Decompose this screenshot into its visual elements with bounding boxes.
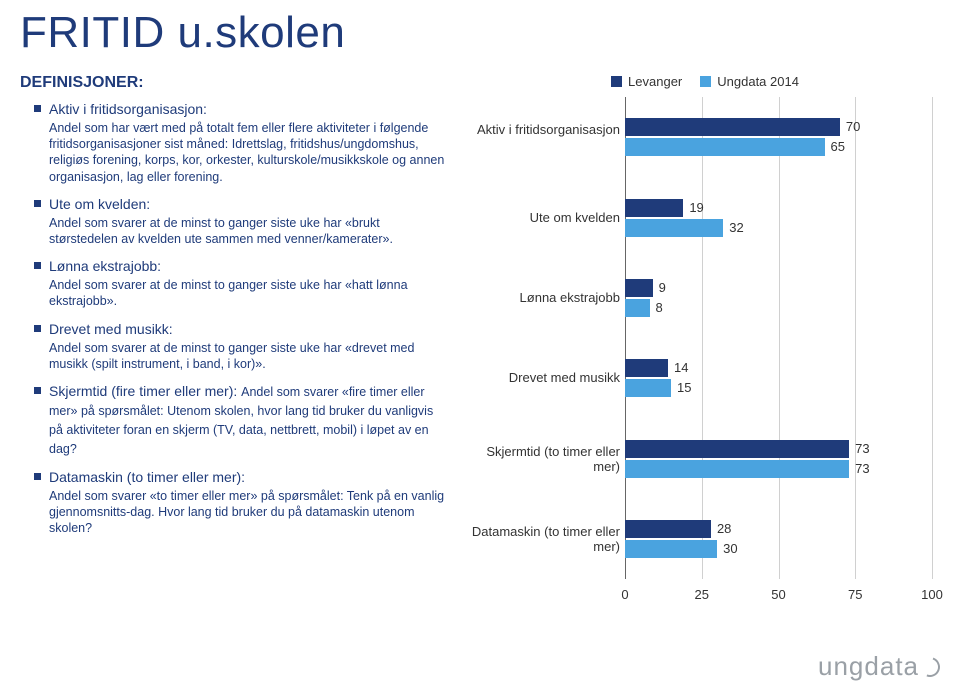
category-label: Skjermtid (to timer eller mer): [470, 444, 620, 475]
definition-term: Aktiv i fritidsorganisasjon:: [49, 100, 207, 119]
bar-value-label: 8: [656, 299, 663, 317]
grid-line: [779, 97, 780, 579]
definition-term: Lønna ekstrajobb:: [49, 257, 161, 276]
bar-value-label: 14: [674, 359, 688, 377]
definition-term: Skjermtid (fire timer eller mer): Andel …: [49, 382, 450, 458]
grid-line: [932, 97, 933, 579]
grid-line: [855, 97, 856, 579]
square-bullet-icon: [34, 200, 41, 207]
definition-item: Ute om kvelden: Andel som svarer at de m…: [34, 195, 450, 247]
bar-value-label: 30: [723, 540, 737, 558]
definition-item: Skjermtid (fire timer eller mer): Andel …: [34, 382, 450, 458]
bar: [625, 359, 668, 377]
bar: [625, 520, 711, 538]
square-bullet-icon: [34, 387, 41, 394]
chart-plot-area: 7065 19 32 9 8 14 15 73 73 28 30: [625, 97, 932, 579]
definitions-panel: DEFINISJONER: Aktiv i fritidsorganisasjo…: [20, 74, 450, 607]
bar: [625, 299, 650, 317]
chart-legend: Levanger Ungdata 2014: [470, 74, 940, 89]
legend-item: Levanger: [611, 74, 682, 89]
x-tick-label: 100: [921, 587, 943, 602]
x-tick-label: 0: [621, 587, 628, 602]
logo-text: ungdata: [818, 651, 919, 681]
definitions-header: DEFINISJONER:: [20, 74, 450, 92]
definition-desc: Andel som svarer «to timer eller mer» på…: [49, 488, 450, 537]
bar: [625, 460, 849, 478]
legend-swatch-icon: [611, 76, 622, 87]
definition-desc: Andel som svarer at de minst to ganger s…: [49, 215, 450, 248]
legend-label: Ungdata 2014: [717, 74, 799, 89]
bar-value-label: 73: [855, 440, 869, 458]
definition-item: Drevet med musikk: Andel som svarer at d…: [34, 320, 450, 372]
page-title: FRITID u.skolen: [20, 8, 940, 58]
bar-value-label: 19: [689, 199, 703, 217]
bar-value-label: 73: [855, 460, 869, 478]
chart-x-axis: 0255075100: [625, 583, 932, 607]
category-label: Drevet med musikk: [470, 370, 620, 386]
square-bullet-icon: [34, 473, 41, 480]
bar-value-label: 15: [677, 379, 691, 397]
ungdata-logo: ungdata: [818, 651, 940, 682]
bar-value-label: 28: [717, 520, 731, 538]
bar-value-label: 9: [659, 279, 666, 297]
category-label: Datamaskin (to timer eller mer): [470, 524, 620, 555]
grid-line: [702, 97, 703, 579]
x-tick-label: 75: [848, 587, 862, 602]
square-bullet-icon: [34, 325, 41, 332]
bar: [625, 118, 840, 136]
square-bullet-icon: [34, 262, 41, 269]
definition-desc: Andel som svarer at de minst to ganger s…: [49, 277, 450, 310]
x-tick-label: 50: [771, 587, 785, 602]
definition-term: Ute om kvelden:: [49, 195, 150, 214]
definition-item: Aktiv i fritidsorganisasjon: Andel som h…: [34, 100, 450, 185]
definition-desc: Andel som svarer at de minst to ganger s…: [49, 340, 450, 373]
bar: [625, 379, 671, 397]
definition-item: Lønna ekstrajobb: Andel som svarer at de…: [34, 257, 450, 309]
legend-item: Ungdata 2014: [700, 74, 799, 89]
category-label: Ute om kvelden: [470, 210, 620, 226]
bar-chart: Aktiv i fritidsorganisasjon Ute om kvelde…: [470, 97, 940, 607]
definition-term: Datamaskin (to timer eller mer):: [49, 468, 245, 487]
x-tick-label: 25: [695, 587, 709, 602]
page-root: FRITID u.skolen DEFINISJONER: Aktiv i fr…: [0, 0, 960, 690]
bar: [625, 219, 723, 237]
category-labels: Aktiv i fritidsorganisasjon Ute om kvelde…: [470, 97, 620, 579]
logo-arc-icon: [917, 654, 944, 681]
bar: [625, 540, 717, 558]
bar: [625, 279, 653, 297]
category-label: Lønna ekstrajobb: [470, 290, 620, 306]
bar-value-label: 65: [831, 138, 845, 156]
bar: [625, 440, 849, 458]
chart-baseline: [625, 97, 626, 579]
category-label: Aktiv i fritidsorganisasjon: [470, 122, 620, 138]
bar-value-label: 70: [846, 118, 860, 136]
square-bullet-icon: [34, 105, 41, 112]
bar: [625, 138, 825, 156]
chart-panel: Levanger Ungdata 2014 Aktiv i fritidsorg…: [470, 74, 940, 607]
definition-desc: Andel som har vært med på totalt fem ell…: [49, 120, 450, 185]
definition-item: Datamaskin (to timer eller mer): Andel s…: [34, 468, 450, 537]
content-columns: DEFINISJONER: Aktiv i fritidsorganisasjo…: [20, 74, 940, 607]
bar-value-label: 32: [729, 219, 743, 237]
definition-term: Drevet med musikk:: [49, 320, 173, 339]
legend-swatch-icon: [700, 76, 711, 87]
definition-term-text: Skjermtid (fire timer eller mer):: [49, 383, 237, 399]
definitions-list: Aktiv i fritidsorganisasjon: Andel som h…: [20, 100, 450, 536]
bar: [625, 199, 683, 217]
legend-label: Levanger: [628, 74, 682, 89]
